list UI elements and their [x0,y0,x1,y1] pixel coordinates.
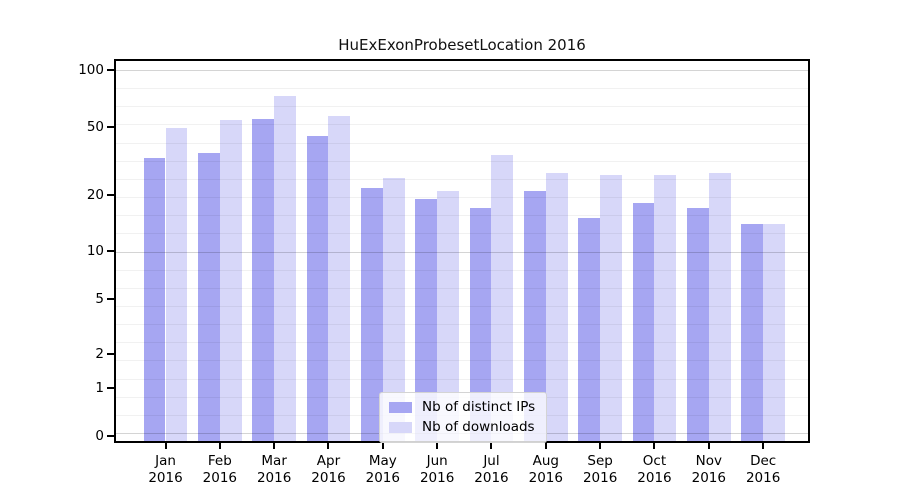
gridline-minor [114,106,810,108]
x-tick-label-nov: Nov 2016 [691,453,726,486]
gridline-minor [114,142,810,144]
x-tick-label-jul: Jul 2016 [474,453,509,486]
x-tick-label-oct: Oct 2016 [637,453,672,486]
x-tick-mark [273,443,276,449]
y-tick-mark [107,352,114,355]
legend-label: Nb of downloads [422,419,535,435]
x-tick-label-mar: Mar 2016 [256,453,292,486]
x-tick-mark [218,443,221,449]
chart-title: HuExExonProbesetLocation 2016 [338,36,586,54]
bar-distinct-ips-dec [741,223,764,443]
gridline-minor [114,124,810,126]
plot-area [114,59,810,443]
gridline-minor [114,88,810,90]
bar-downloads-may [382,178,405,443]
bar-downloads-feb [219,120,242,443]
x-tick-label-feb: Feb 2016 [202,453,237,486]
y-tick-label: 5 [95,291,104,307]
x-tick-mark [327,443,330,449]
y-tick-label: 10 [86,242,104,259]
x-tick-label-jun: Jun 2016 [419,453,455,486]
bar-distinct-ips-aug [524,191,546,443]
y-tick-label: 50 [86,118,104,135]
x-tick-mark [164,443,167,449]
x-tick-label-sep: Sep 2016 [582,453,618,486]
y-tick-mark [107,194,114,196]
y-tick-label: 1 [95,380,104,396]
bar-downloads-jul [491,155,514,443]
x-tick-label-aug: Aug 2016 [528,453,563,486]
bar-downloads-aug [545,172,568,443]
legend: Nb of distinct IPs Nb of downloads [379,392,548,443]
x-tick-mark [436,443,439,449]
x-tick-label-apr: Apr 2016 [311,453,346,486]
bar-downloads-apr [328,115,351,443]
bar-downloads-dec [763,223,785,443]
bar-downloads-mar [274,95,296,443]
bar-distinct-ips-oct [632,203,655,443]
y-tick-label: 100 [78,61,104,78]
bar-distinct-ips-feb [198,153,220,443]
y-tick-mark [107,125,114,128]
bar-distinct-ips-nov [687,208,709,443]
legend-row: Nb of distinct IPs [389,399,535,415]
y-tick-label: 0 [95,427,104,444]
x-tick-mark [490,443,493,449]
bar-distinct-ips-jan [143,157,166,443]
bar-distinct-ips-may [361,187,383,443]
x-tick-mark [653,443,656,449]
x-tick-label-dec: Dec 2016 [745,453,781,486]
bar-downloads-sep [600,175,622,443]
y-tick-label: 2 [95,345,104,362]
x-tick-mark [544,443,547,449]
bar-distinct-ips-mar [252,118,275,443]
gridline-major [114,70,810,71]
bar-downloads-jun [437,191,459,443]
x-tick-mark [762,443,765,449]
y-tick-mark [107,68,114,71]
x-tick-mark [707,443,710,449]
x-tick-label-may: May 2016 [365,453,400,486]
bar-distinct-ips-sep [578,218,601,443]
legend-row: Nb of downloads [389,419,535,435]
y-tick-mark [107,434,114,437]
bar-distinct-ips-apr [306,136,329,443]
y-tick-mark [107,249,114,252]
x-tick-label-jan: Jan 2016 [148,453,183,486]
legend-swatch-downloads [389,421,412,433]
legend-label: Nb of distinct IPs [422,399,536,415]
legend-swatch-distinct-ips [389,401,412,413]
bar-downloads-jan [165,128,188,443]
x-tick-mark [599,443,602,449]
bar-downloads-nov [708,172,731,443]
y-tick-mark [107,298,114,300]
bar-distinct-ips-jun [415,199,438,443]
bar-distinct-ips-jul [469,208,492,443]
x-tick-mark [381,443,384,449]
y-tick-label: 20 [86,187,104,203]
bar-downloads-oct [654,175,677,443]
y-tick-mark [107,387,114,389]
